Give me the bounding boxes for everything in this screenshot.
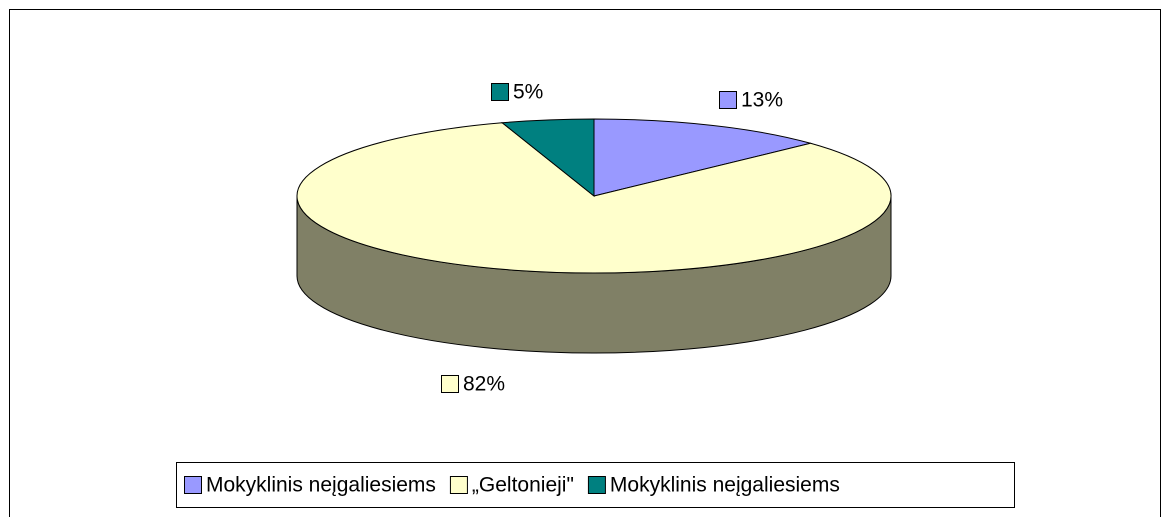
legend-label: Mokyklinis neįgaliesiems bbox=[206, 474, 436, 497]
pie-slice bbox=[296, 122, 892, 274]
pie-slice bbox=[593, 118, 813, 197]
label-swatch bbox=[441, 375, 459, 393]
label-swatch bbox=[719, 91, 737, 109]
legend-swatch bbox=[587, 476, 606, 494]
data-label: 82% bbox=[463, 373, 505, 396]
legend-swatch bbox=[449, 476, 468, 494]
legend-label: „Geltonieji" bbox=[472, 474, 574, 497]
legend-label: Mokyklinis neįgaliesiems bbox=[610, 474, 840, 497]
data-label: 13% bbox=[741, 89, 783, 112]
label-swatch bbox=[491, 83, 509, 101]
legend-swatch bbox=[184, 476, 202, 494]
pie-slice bbox=[500, 118, 595, 198]
data-label: 5% bbox=[513, 81, 543, 104]
